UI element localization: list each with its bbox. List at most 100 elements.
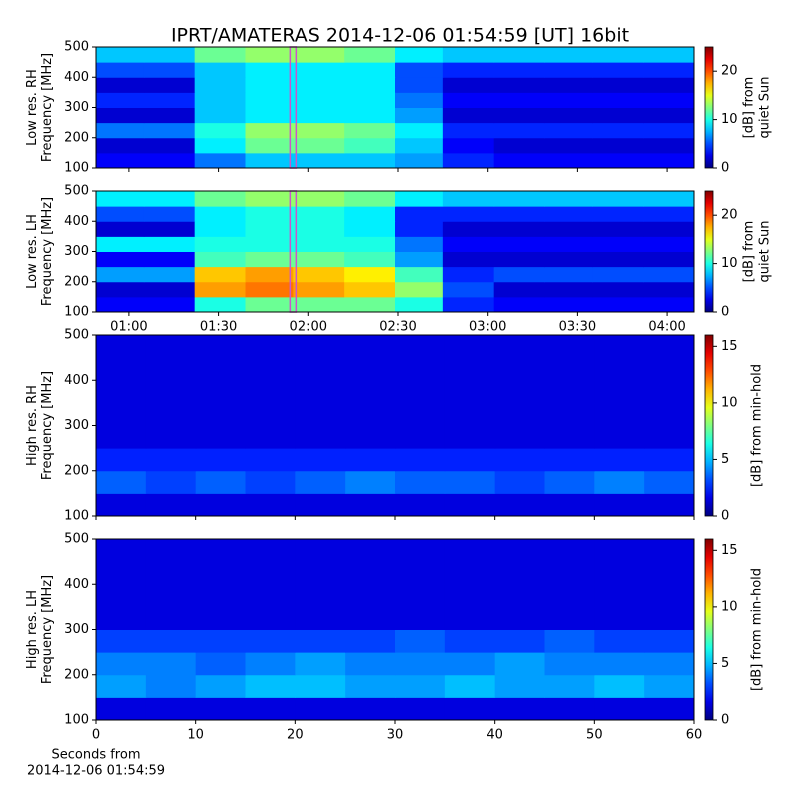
heat-cell (592, 296, 644, 313)
colorbar-label: [dB] from (742, 77, 757, 139)
heat-cell (643, 122, 695, 139)
heat-cell (444, 335, 496, 359)
colorbar-tick-label: 15 (721, 543, 738, 558)
heat-cell (643, 92, 695, 108)
heat-cell (644, 470, 695, 494)
heat-cell (344, 152, 396, 169)
heat-cell (293, 62, 345, 78)
heat-cell (96, 380, 147, 404)
heat-cell (293, 137, 345, 154)
heat-cell (345, 561, 396, 585)
heat-cell (544, 47, 593, 63)
colorbar-label: quiet Sun (758, 220, 773, 282)
heat-cell (344, 137, 396, 154)
heat-cell (592, 191, 644, 207)
heat-cell (444, 448, 496, 472)
y-tick-label: 400 (64, 373, 89, 388)
heat-cell (644, 448, 695, 472)
y-axis-label: Low res. LH (25, 214, 40, 289)
y-tick-label: 300 (64, 244, 89, 259)
heat-cell (592, 236, 644, 252)
x-tick-label: 30 (387, 728, 404, 743)
heat-cell (195, 357, 246, 381)
heat-cell (194, 152, 246, 169)
heat-cell (395, 357, 446, 381)
heat-cell (145, 584, 197, 608)
heat-cell (544, 357, 595, 381)
heat-cell (194, 221, 246, 237)
heat-cell (493, 206, 545, 222)
heat-cell (245, 137, 294, 154)
heat-cell (295, 629, 346, 653)
heat-cell (194, 296, 246, 313)
heat-cell (395, 296, 444, 313)
heat-cell (594, 606, 645, 630)
heat-cell (245, 402, 296, 426)
heat-cell (293, 221, 345, 237)
y-tick-label: 300 (64, 418, 89, 433)
heat-cell (293, 281, 345, 298)
heat-cell (494, 539, 545, 563)
heat-cell (145, 674, 197, 698)
heat-cell (245, 122, 294, 139)
heat-cell (344, 62, 396, 78)
heat-cell (442, 107, 495, 124)
heat-cell (295, 539, 346, 563)
heat-cell (594, 697, 645, 721)
heat-cell (494, 357, 545, 381)
heat-cell (143, 152, 196, 169)
heat-cell (295, 652, 346, 676)
heat-cell (96, 335, 147, 359)
heat-cell (643, 47, 695, 63)
heat-cell (493, 92, 545, 108)
colorbar-tick-label: 20 (721, 64, 738, 79)
heat-cell (644, 539, 695, 563)
heat-cell (592, 281, 644, 298)
heat-cell (594, 402, 645, 426)
heat-cell (594, 335, 645, 359)
heat-cell (493, 281, 545, 298)
heat-cell (344, 107, 396, 124)
x-tick-label: 02:30 (379, 320, 416, 335)
heat-cell (395, 335, 446, 359)
heat-cell (345, 674, 396, 698)
heat-cell (442, 221, 495, 237)
heat-cell (444, 606, 496, 630)
heat-cell (194, 191, 246, 207)
heat-cell (96, 281, 145, 298)
heat-cell (592, 251, 644, 268)
heat-cell (395, 206, 444, 222)
heat-cell (195, 425, 246, 449)
heat-cell (245, 251, 294, 268)
x-axis-label: Seconds from (51, 748, 140, 763)
heat-cell (345, 335, 396, 359)
heat-cell (494, 425, 545, 449)
heat-cell (96, 629, 147, 653)
colorbar (704, 334, 714, 517)
heat-cell (96, 539, 147, 563)
heat-cell (494, 493, 545, 517)
colorbar-tick-label: 20 (721, 208, 738, 223)
heat-cell (145, 606, 197, 630)
heat-cell (643, 107, 695, 124)
y-tick-label: 500 (64, 40, 89, 55)
heat-cell (444, 357, 496, 381)
heat-cell (245, 107, 294, 124)
heat-cell (145, 425, 197, 449)
heat-cell (245, 357, 296, 381)
heat-cell (195, 561, 246, 585)
heat-cell (143, 77, 196, 93)
heat-cell (295, 561, 346, 585)
heat-cell (643, 191, 695, 207)
heat-cell (96, 251, 145, 268)
y-tick-label: 400 (64, 577, 89, 592)
heat-cell (592, 47, 644, 63)
heat-cell (96, 122, 145, 139)
heat-cell (195, 652, 246, 676)
heat-cell (293, 77, 345, 93)
y-axis-label: Frequency [MHz] (40, 197, 55, 306)
y-axis-label: Frequency [MHz] (40, 371, 55, 480)
heat-cell (594, 425, 645, 449)
heat-cell (643, 221, 695, 237)
